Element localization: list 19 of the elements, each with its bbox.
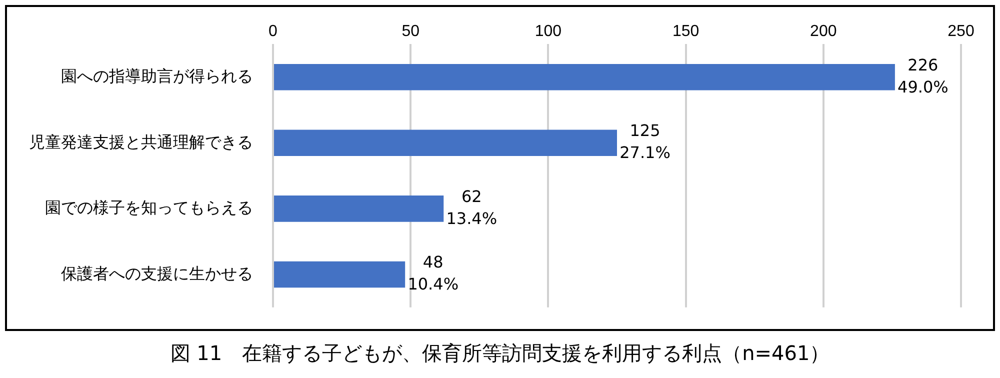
- data-label: 226 49.0%: [898, 55, 948, 96]
- x-tick-label: 250: [948, 23, 974, 40]
- x-tick-label: 200: [810, 23, 837, 40]
- bar: [274, 261, 406, 288]
- x-tick-label: 50: [402, 23, 420, 40]
- bar: [274, 130, 617, 156]
- text: 図 11 在籍する子どもが、保育所等訪問支援を利用する利点（n=461）: [169, 340, 831, 367]
- x-tick-label: 0: [268, 23, 278, 40]
- y-tick-label: 園への指導助言が得られる: [61, 68, 253, 86]
- bar: [274, 196, 444, 222]
- data-label: 62 13.4%: [446, 186, 498, 228]
- y-tick-label: 保護者への支援に生かせる: [61, 264, 253, 283]
- data-label: 48 10.4%: [408, 252, 459, 294]
- y-tick-label: 児童発達支援と共通理解できる: [29, 133, 253, 152]
- y-tick-label: 園での様子を知ってもらえる: [45, 199, 253, 218]
- bar: [274, 64, 895, 90]
- x-tick-label: 150: [672, 23, 700, 40]
- data-label: 125 27.1%: [620, 121, 670, 162]
- x-tick-label: 100: [534, 23, 562, 40]
